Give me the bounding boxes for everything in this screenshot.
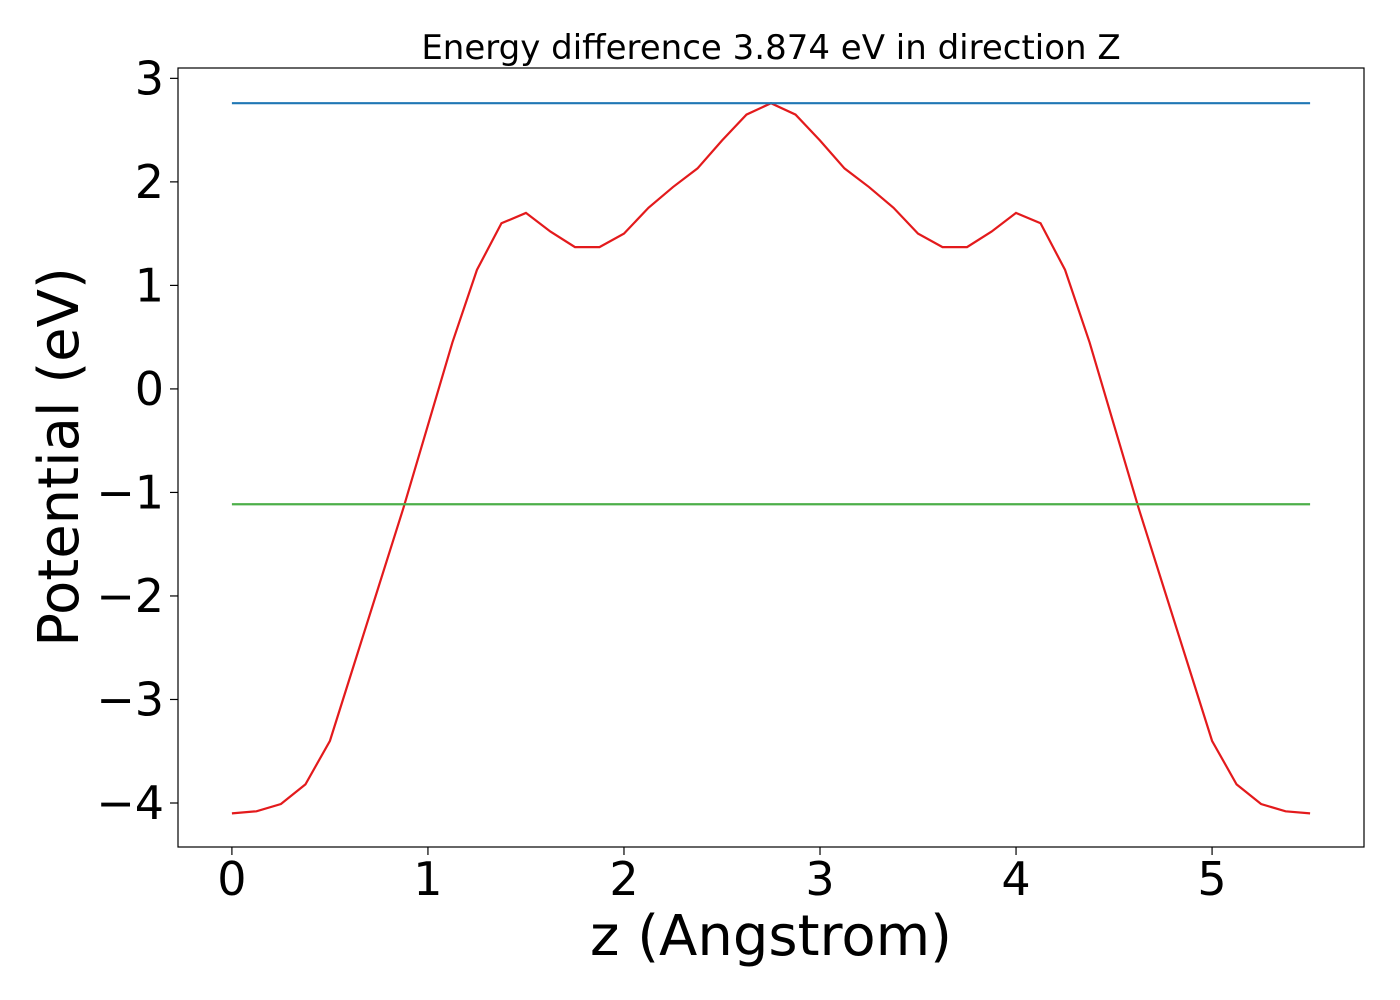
y-tick-label: −3 (96, 672, 164, 726)
y-tick-label: −2 (96, 569, 164, 623)
y-tick-label: 0 (135, 362, 164, 416)
x-tick-label: 2 (609, 852, 638, 906)
y-tick-label: 3 (135, 51, 164, 105)
x-tick-label: 3 (805, 852, 834, 906)
chart-title: Energy difference 3.874 eV in direction … (421, 28, 1120, 68)
x-tick-label: 1 (413, 852, 442, 906)
x-tick-label: 5 (1197, 852, 1226, 906)
line (231, 101, 1311, 815)
y-tick-label: 1 (135, 258, 164, 312)
x-tick-label: 4 (1001, 852, 1030, 906)
y-axis-label: Potential (eV) (27, 267, 92, 647)
x-axis-label: z (Angstrom) (590, 904, 952, 969)
x-tick-label: 0 (217, 852, 246, 906)
plot-frame (177, 67, 1365, 848)
y-tick-label: −4 (96, 776, 164, 830)
y-tick-label: −1 (96, 465, 164, 519)
y-tick-label: 2 (135, 155, 164, 209)
